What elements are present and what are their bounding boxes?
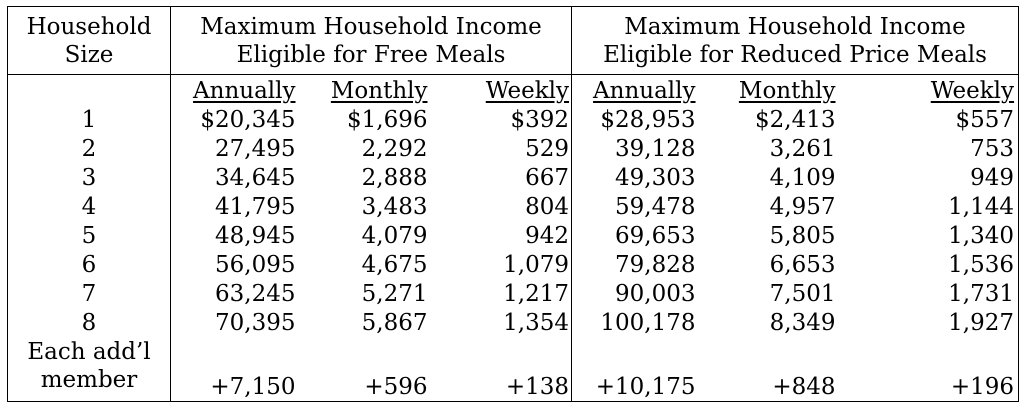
free-monthly-cell: $1,696: [347, 107, 428, 133]
free-annual-additional-cell: +7,150: [210, 374, 296, 400]
income-eligibility-table: Household Size Maximum Household Income …: [7, 6, 1020, 402]
free-monthly-cell: 5,867: [361, 310, 428, 336]
reduced-annual-cell: 90,003: [615, 281, 696, 307]
free-weekly-cell: 1,217: [437, 280, 573, 309]
free-weekly-cell: 942: [437, 222, 573, 251]
reduced-monthly-cell: 4,957: [769, 194, 836, 220]
free-weekly-cell: 1,354: [437, 309, 573, 338]
reduced-annual-cell: 59,478: [615, 194, 696, 220]
reduced-meals-header-line1: Maximum Household Income: [624, 13, 966, 40]
reduced-annual-cell: 39,128: [615, 136, 696, 162]
reduced-monthly-cell: 5,805: [769, 223, 836, 249]
free-annual-cell: 56,095: [215, 252, 296, 278]
table-row: 4 41,795 3,483 804 59,478 4,957 1,144: [7, 193, 1019, 222]
free-annual-cell: 70,395: [215, 310, 296, 336]
reduced-monthly-cell: 3,261: [769, 136, 836, 162]
additional-member-label: Each add’l member: [7, 338, 171, 402]
table-row: 2 27,495 2,292 529 39,128 3,261 753: [7, 135, 1019, 164]
reduced-monthly-subheader: Monthly: [738, 78, 836, 104]
reduced-monthly-cell: 6,653: [769, 252, 836, 278]
household-size-cell: 6: [7, 251, 171, 280]
household-size-header-line2: Size: [64, 41, 114, 68]
reduced-annual-cell: 79,828: [615, 252, 696, 278]
household-size-cell: 4: [7, 193, 171, 222]
free-monthly-subheader: Monthly: [330, 78, 428, 104]
free-annual-cell: 63,245: [215, 281, 296, 307]
free-weekly-subheader: Weekly: [437, 74, 573, 106]
free-monthly-cell: 2,292: [361, 136, 428, 162]
additional-member-label-line1: Each add’l: [27, 339, 151, 365]
reduced-annual-cell: 49,303: [615, 165, 696, 191]
reduced-meals-header: Maximum Household Income Eligible for Re…: [571, 6, 1019, 75]
free-meals-header: Maximum Household Income Eligible for Fr…: [170, 6, 573, 75]
reduced-monthly-cell: 7,501: [769, 281, 836, 307]
free-monthly-cell: 3,483: [361, 194, 428, 220]
additional-member-row: Each add’l member +7,150 +596 +138 +10,1…: [7, 338, 1019, 402]
reduced-weekly-cell: $557: [955, 107, 1015, 133]
reduced-weekly-cell: 1,731: [948, 281, 1015, 307]
table-row: 7 63,245 5,271 1,217 90,003 7,501 1,731: [7, 280, 1019, 309]
additional-member-label-line2: member: [40, 367, 138, 393]
reduced-annual-cell: 69,653: [615, 223, 696, 249]
household-size-cell: 8: [7, 309, 171, 338]
reduced-weekly-cell: 1,536: [948, 252, 1015, 278]
free-annual-cell: $20,345: [200, 107, 296, 133]
household-size-cell: 2: [7, 135, 171, 164]
free-weekly-cell: 667: [437, 164, 573, 193]
free-annually-subheader: Annually: [193, 78, 296, 104]
household-size-cell: 3: [7, 164, 171, 193]
free-annual-cell: 27,495: [215, 136, 296, 162]
reduced-annual-cell: 100,178: [600, 310, 696, 336]
free-monthly-cell: 2,888: [361, 165, 428, 191]
free-monthly-cell: 4,079: [361, 223, 428, 249]
free-weekly-cell: 804: [437, 193, 573, 222]
free-weekly-cell: $392: [437, 106, 573, 135]
reduced-monthly-cell: $2,413: [755, 107, 836, 133]
free-annual-cell: 34,645: [215, 165, 296, 191]
free-monthly-additional-cell: +596: [364, 374, 428, 400]
free-meals-header-line1: Maximum Household Income: [200, 13, 542, 40]
table-row: 8 70,395 5,867 1,354 100,178 8,349 1,927: [7, 309, 1019, 338]
table-row: 1 $20,345 $1,696 $392 $28,953 $2,413 $55…: [7, 106, 1019, 135]
period-subheader-row: Annually Monthly Weekly Annually Monthly…: [7, 74, 1019, 106]
free-monthly-cell: 5,271: [361, 281, 428, 307]
table-header-row: Household Size Maximum Household Income …: [7, 6, 1019, 75]
reduced-annually-subheader: Annually: [593, 78, 696, 104]
reduced-weekly-cell: 949: [970, 165, 1015, 191]
reduced-weekly-additional-cell: +196: [950, 374, 1015, 400]
reduced-weekly-cell: 1,927: [948, 310, 1015, 336]
household-size-cell: 7: [7, 280, 171, 309]
reduced-annual-additional-cell: +10,175: [595, 374, 696, 400]
free-weekly-cell: 529: [437, 135, 573, 164]
reduced-weekly-cell: 1,340: [948, 223, 1015, 249]
free-weekly-cell: 1,079: [437, 251, 573, 280]
free-meals-header-line2: Eligible for Free Meals: [236, 41, 506, 68]
reduced-monthly-cell: 4,109: [769, 165, 836, 191]
reduced-weekly-subheader: Weekly: [930, 78, 1015, 104]
household-size-cell: 5: [7, 222, 171, 251]
reduced-weekly-cell: 753: [970, 136, 1015, 162]
household-size-cell: 1: [7, 106, 171, 135]
reduced-annual-cell: $28,953: [600, 107, 696, 133]
household-size-header: Household Size: [7, 6, 171, 75]
reduced-weekly-cell: 1,144: [948, 194, 1015, 220]
table-row: 6 56,095 4,675 1,079 79,828 6,653 1,536: [7, 251, 1019, 280]
free-weekly-additional-cell: +138: [437, 338, 573, 402]
table-row: 5 48,945 4,079 942 69,653 5,805 1,340: [7, 222, 1019, 251]
reduced-monthly-cell: 8,349: [769, 310, 836, 336]
free-annual-cell: 48,945: [215, 223, 296, 249]
reduced-meals-header-line2: Eligible for Reduced Price Meals: [603, 41, 987, 68]
household-size-header-line1: Household: [26, 13, 152, 40]
free-annual-cell: 41,795: [215, 194, 296, 220]
table-row: 3 34,645 2,888 667 49,303 4,109 949: [7, 164, 1019, 193]
free-monthly-cell: 4,675: [361, 252, 428, 278]
reduced-monthly-additional-cell: +848: [772, 374, 836, 400]
